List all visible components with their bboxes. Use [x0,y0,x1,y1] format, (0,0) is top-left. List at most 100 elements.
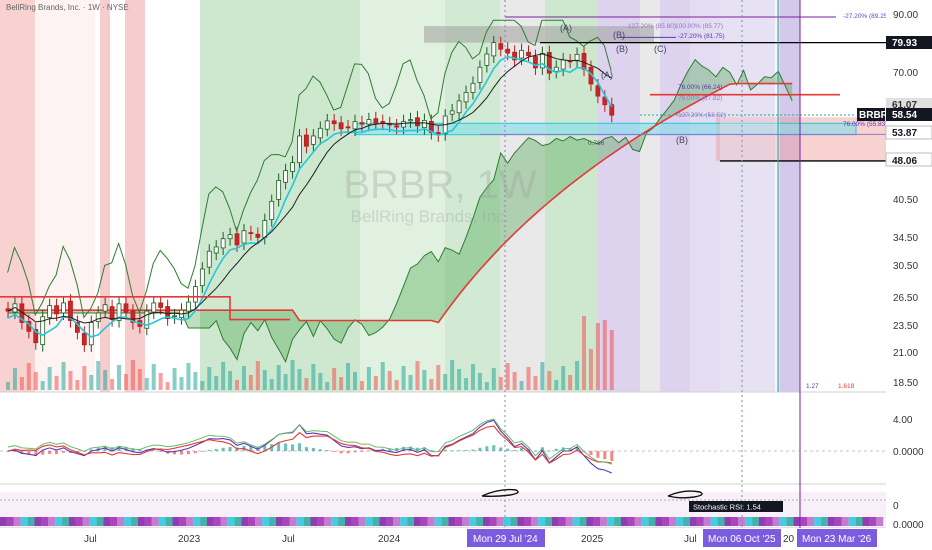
fib-note-5: 76.00% (66.24) [678,84,722,91]
macd-histogram-bar [429,450,433,452]
candle-body [61,302,66,314]
volume-bar [172,368,177,390]
time-label-jul-3: Jul [684,534,697,545]
stoch-rsi-bar [489,517,497,526]
stoch-rsi-bar [641,517,649,526]
stoch-rsi-bar [814,517,822,526]
candle-body [116,303,122,321]
stoch-rsi-bar [393,517,401,526]
candle-body [220,238,226,249]
chart-header-title: BellRing Brands, Inc. · 1W · NYSE [6,3,129,12]
stoch-axis[interactable]: 0 0.0000 [886,484,932,531]
macd-histogram-bar [291,444,295,451]
stoch-rsi-bar [213,517,221,526]
stoch-rsi-bar [110,517,118,526]
volume-bar [491,368,496,390]
time-axis-bg [0,528,932,550]
candle-body [581,53,587,70]
stoch-rsi-bar [200,517,207,526]
volume-bar [130,360,135,390]
volume-bar [75,380,80,390]
candle-body [81,332,87,346]
volume-bar [602,320,607,390]
time-tag-mar-2026-bg [797,529,877,547]
volume-bar [595,323,600,390]
volume-bar [457,369,462,390]
stoch-rsi-bar [669,517,677,526]
stoch-rsi-bar [752,517,759,526]
background-band [445,0,500,392]
macd-histogram-bar [304,447,308,451]
volume-bar [214,376,219,390]
volume-bar [200,381,205,390]
wave-label-b-low: (B) [676,135,688,145]
volume-bar [339,377,344,390]
volume-bar [380,362,385,390]
macd-histogram-bar [34,451,38,457]
stoch-rsi-bar [793,517,801,526]
price-axis[interactable]: 90.00 70.00 40.50 34.50 30.50 26.50 23.5… [857,0,932,390]
wave-labels: (A) (B) (B) (C) (A) (B) [560,23,688,145]
stoch-rsi-bar [469,517,477,526]
macd-histogram-bar [214,449,218,451]
candle-body [283,170,289,183]
price-tag-61-07-bg [886,98,932,110]
volume-bar [110,379,115,390]
macd-histogram-bar [6,451,10,452]
volume-bar [609,330,614,390]
volume-bar [137,369,142,390]
macd-histogram-bar [263,445,267,451]
macd-histogram-bar [485,446,489,451]
fib-note-7: 127.20% (58.52) [678,112,726,119]
candle-body [290,162,295,172]
volume-bar [353,372,357,390]
stoch-rsi-bar [27,517,35,526]
candle-body [33,329,39,344]
stoch-rsi-bar [807,517,815,526]
candle-body [359,122,365,125]
volume-bar [533,376,538,390]
candle-body [269,200,275,220]
macd-histogram-bar [186,451,190,455]
symbol-tag-bg [857,108,885,121]
volume-bar [68,371,73,390]
macd-histogram-bar [62,451,66,453]
volume-bar [346,363,351,390]
price-tag-58-54: 58.54 [892,110,917,121]
candle-body [456,100,462,114]
volume-bar [547,371,552,390]
candle-body [255,233,261,238]
stoch-rsi-bar [365,517,373,526]
fib-note-1: -27.20% (89.25) [843,13,890,20]
stoch-rsi-bar [862,517,870,526]
macd-axis[interactable]: 4.00 0.0000 [886,392,932,482]
stoch-rsi-bar [6,517,14,526]
candle-body [234,233,240,246]
background-band [100,0,110,392]
macd-histogram-bar [277,442,281,451]
stoch-rsi-label: Stochastic RSI: 1.54 [693,503,761,512]
symbol-tag: BRBR [859,110,889,121]
price-tick-70: 70.00 [893,68,918,79]
candle-body [512,51,518,61]
stoch-rsi-bar [462,517,470,526]
volume-bar [297,369,302,390]
macd-line [7,419,613,474]
time-tag-oct-2025: Mon 06 Oct '25 [708,534,776,545]
volume-bar [12,368,17,390]
stoch-rsi-bar [34,517,42,526]
volume-bar [512,372,517,390]
volume-bar [415,361,420,390]
volume-bar [484,382,489,390]
stoch-rsi-bar [62,517,69,526]
stoch-rsi-bar [876,517,884,526]
macd-histogram-bar [360,451,364,452]
stoch-rsi-bar [455,517,463,526]
macd-histogram-bar [575,447,579,451]
time-axis[interactable]: Jul 2023 Jul 2024 Mon 29 Jul '24 2025 Ju… [0,528,932,550]
volume-bar [117,365,122,390]
macd-tick-4: 4.00 [893,415,913,426]
stoch-rsi-bar [117,517,125,526]
volume-bar [276,365,281,390]
